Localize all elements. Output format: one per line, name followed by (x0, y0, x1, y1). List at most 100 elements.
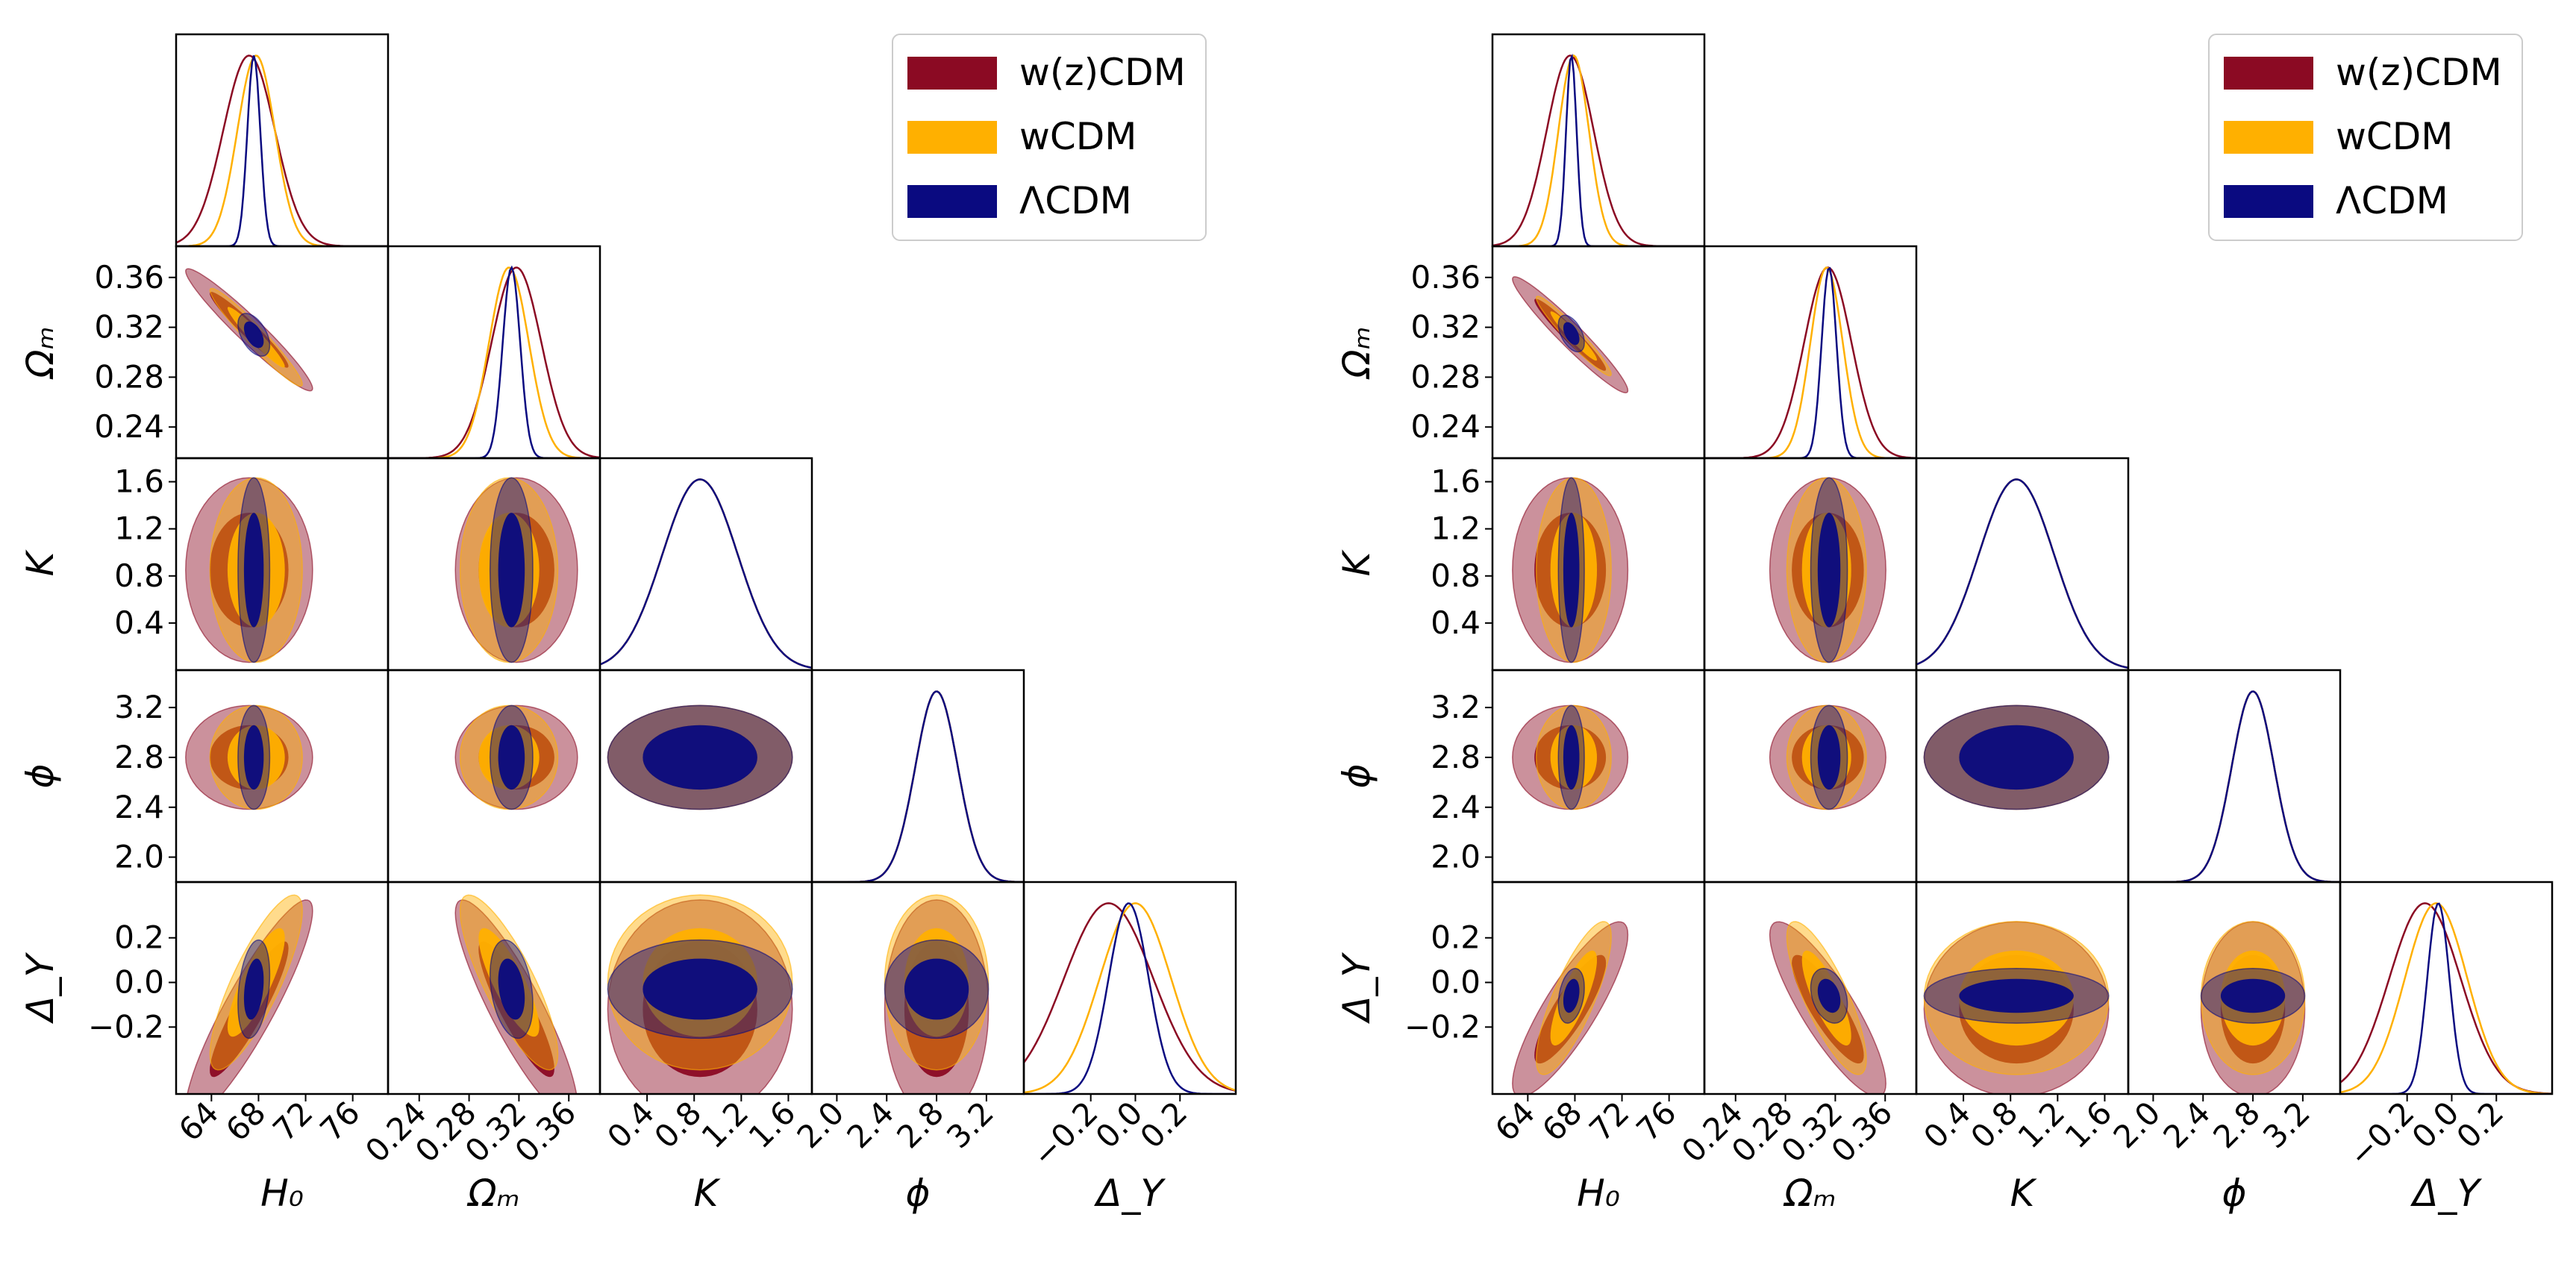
cell-content (2340, 902, 2552, 1094)
contour-68-ΛCDM (1817, 978, 1841, 1013)
marginal-curve-ΛCDM (2128, 690, 2340, 882)
x-axis-label-K: K (2010, 1172, 2038, 1215)
marginal-curve-w(z)CDM (1916, 478, 2128, 669)
contour-68-ΛCDM (643, 958, 757, 1020)
cell-K-Omega_m (1703, 457, 1918, 672)
cell-content (185, 704, 313, 810)
y-tick-label: 0.0 (114, 964, 164, 1001)
cell-content (185, 268, 313, 392)
contour-68-ΛCDM (243, 958, 264, 1020)
cell-K-Omega_m (387, 457, 601, 672)
cell-content (1512, 921, 1629, 1094)
y-axis-label-Omega_m: Ωₘ (1335, 326, 1378, 379)
cell-content (1512, 276, 1629, 394)
cell-content (388, 265, 600, 458)
marginal-curve-wCDM (812, 690, 1024, 882)
marginal-curve-wCDM (1704, 266, 1916, 458)
x-tick-label: 0.36 (508, 1094, 584, 1169)
cell-content (1769, 477, 1886, 663)
y-tick-label: 1.6 (1431, 463, 1481, 500)
contour-68-ΛCDM (904, 958, 969, 1020)
legend-swatch-w(z)CDM (2224, 57, 2313, 90)
y-tick-label: 1.2 (1431, 510, 1481, 547)
marginal-curve-wCDM (2340, 902, 2552, 1094)
cell-content (187, 894, 313, 1094)
y-tick-label: 2.4 (114, 789, 164, 825)
contour-68-ΛCDM (1563, 322, 1580, 346)
contour-68-ΛCDM (1563, 513, 1580, 628)
legend-label-wCDM: wCDM (2336, 115, 2453, 158)
marginal-curve-wCDM (388, 266, 600, 458)
y-tick-label: 2.8 (114, 739, 164, 775)
y-tick-label: 0.24 (1410, 408, 1481, 445)
cell-phi-K (1915, 669, 2130, 884)
marginal-curve-wCDM (1024, 902, 1236, 1094)
cell-K-H0: 0.4 0.8 1.2 1.6 K (19, 457, 390, 672)
corner-panel-right: 0.240.280.320.36Ωₘ0.40.81.21.6K2.02.42.8… (1335, 33, 2554, 1215)
marginal-curve-wCDM (2128, 690, 2340, 882)
corner-panel-left: 0.240.280.320.36Ωₘ0.40.81.21.6K2.02.42.8… (19, 33, 1237, 1215)
cell-Omega_m-Omega_m (387, 245, 601, 460)
y-tick-label: 1.2 (114, 510, 164, 547)
x-tick-label: 0.2 (1133, 1094, 1194, 1155)
cell-phi-H0: 2.0 2.4 2.8 3.2 ϕ (19, 669, 390, 884)
y-tick-label: 0.32 (1410, 309, 1481, 346)
y-axis-label-phi: ϕ (1335, 764, 1378, 789)
contour-68-ΛCDM (1959, 978, 2074, 1013)
y-tick-label: 0.36 (1410, 259, 1481, 296)
cell-content (884, 894, 990, 1094)
legend-label-w(z)CDM: w(z)CDM (1019, 51, 1186, 94)
x-tick-label: 2.8 (890, 1094, 951, 1155)
y-axis-label-phi: ϕ (19, 764, 62, 789)
y-tick-label: 0.4 (114, 604, 164, 641)
cell-phi-phi (810, 669, 1025, 884)
contour-68-ΛCDM (643, 725, 757, 790)
x-tick-label: 64 (172, 1094, 225, 1148)
contour-68-ΛCDM (1563, 978, 1580, 1013)
y-tick-label: 2.4 (1431, 789, 1481, 825)
cell-content (2200, 921, 2306, 1094)
x-axis-label-phi: ϕ (2222, 1172, 2247, 1215)
marginal-curve-ΛCDM (1704, 266, 1916, 458)
marginal-curve-ΛCDM (812, 690, 1024, 882)
contour-68-ΛCDM (498, 958, 525, 1020)
cell-content (2128, 690, 2340, 882)
contour-68-ΛCDM (1817, 513, 1841, 628)
contour-68-ΛCDM (1563, 725, 1580, 790)
cell-content (1923, 921, 2110, 1094)
y-axis-label-Omega_m: Ωₘ (19, 326, 62, 379)
cell-content (176, 54, 388, 246)
legend-swatch-ΛCDM (907, 185, 997, 218)
cell-K-H0: 0.4 0.8 1.2 1.6 K (1335, 457, 1706, 672)
x-tick-label: 2.4 (2156, 1094, 2217, 1155)
legend-swatch-wCDM (907, 121, 997, 154)
y-tick-label: 1.6 (114, 463, 164, 500)
y-tick-label: 2.0 (114, 839, 164, 875)
y-tick-label: 0.24 (94, 408, 164, 445)
marginal-curve-wCDM (1916, 478, 2128, 669)
y-tick-label: −0.2 (88, 1008, 164, 1045)
y-tick-label: 0.36 (94, 259, 164, 296)
cell-frame (175, 33, 390, 248)
contour-68-ΛCDM (1817, 725, 1841, 790)
x-tick-label: 64 (1488, 1094, 1542, 1148)
x-tick-label: 68 (219, 1094, 272, 1148)
x-tick-label: 72 (1582, 1094, 1636, 1148)
cell-H0-H0 (1491, 33, 1706, 248)
y-tick-label: 0.28 (94, 358, 164, 395)
contour-68-ΛCDM (2220, 978, 2286, 1013)
contour-68-ΛCDM (243, 725, 264, 790)
cell-Omega_m-H0: 0.24 0.28 0.32 0.36 Ωₘ (19, 245, 390, 460)
cell-frame (810, 669, 1025, 884)
marginal-curve-w(z)CDM (1704, 266, 1916, 458)
x-axis-label-phi: ϕ (906, 1172, 931, 1215)
y-axis-label-K: K (1335, 548, 1378, 576)
x-tick-label: 1.6 (2058, 1094, 2119, 1155)
x-tick-label: 0.36 (1825, 1094, 1900, 1169)
x-axis-label-Omega_m: Ωₘ (1783, 1172, 1836, 1215)
cell-H0-H0 (175, 33, 390, 248)
legend-swatch-wCDM (2224, 121, 2313, 154)
